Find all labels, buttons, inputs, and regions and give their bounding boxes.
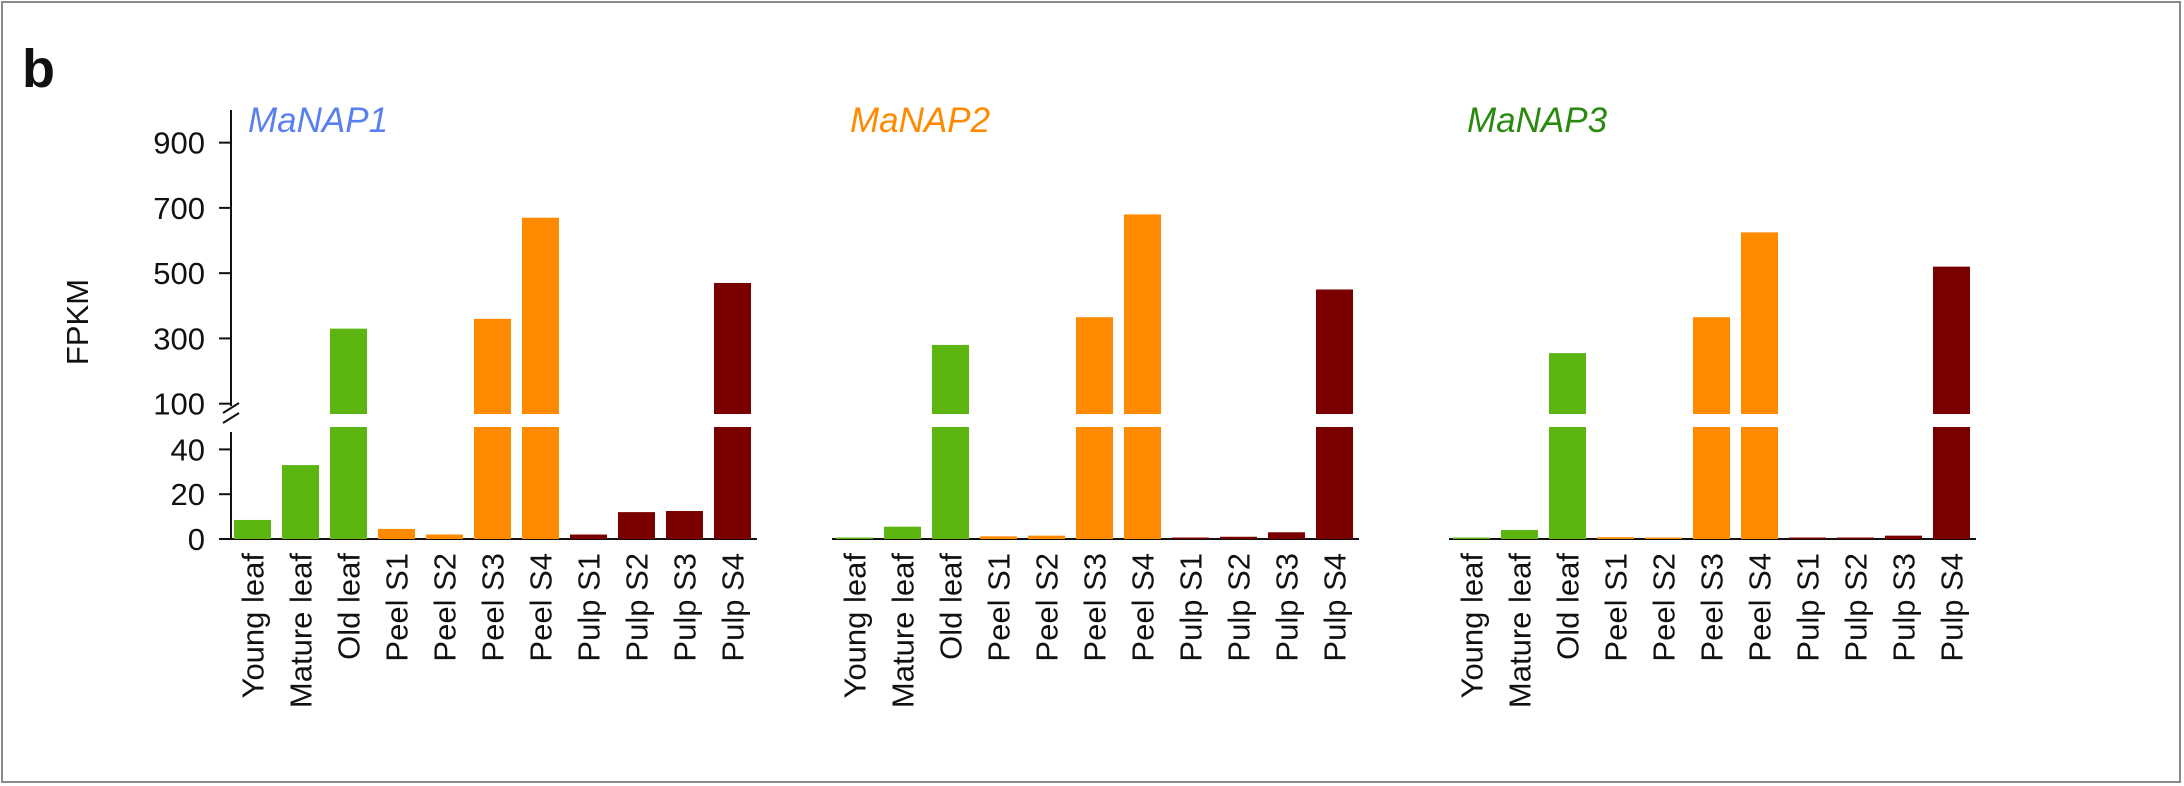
axis-break-mark — [222, 402, 240, 414]
bar — [836, 537, 873, 539]
category-label: Mature leaf — [1503, 553, 1538, 708]
category-label: Pulp S4 — [716, 553, 751, 662]
bar — [1597, 537, 1634, 539]
axis-break-mark — [222, 412, 240, 424]
category-label: Old leaf — [332, 553, 367, 660]
y-tick-label: 300 — [153, 321, 205, 356]
bar — [1933, 266, 1970, 414]
category-label: Old leaf — [1551, 553, 1586, 660]
y-tick-label: 900 — [153, 126, 205, 161]
bar — [1076, 317, 1113, 414]
bar — [1220, 536, 1257, 539]
bar — [714, 282, 751, 414]
bar — [1501, 530, 1538, 539]
bar — [1789, 537, 1826, 539]
bar — [474, 427, 511, 539]
category-label: Pulp S3 — [1270, 553, 1305, 662]
bar — [1316, 427, 1353, 539]
y-tick-label: 0 — [188, 522, 205, 557]
bar — [1741, 427, 1778, 539]
category-label: Pulp S3 — [668, 553, 703, 662]
category-label: Peel S4 — [1126, 553, 1161, 662]
category-label: Peel S1 — [982, 553, 1017, 662]
category-label: Peel S3 — [1078, 553, 1113, 662]
bar — [1741, 232, 1778, 414]
series-title: MaNAP3 — [1467, 101, 1608, 140]
bar — [378, 528, 415, 539]
bar — [1693, 317, 1730, 414]
category-label: Pulp S4 — [1935, 553, 1970, 662]
category-label: Peel S3 — [1695, 553, 1730, 662]
bar — [618, 512, 655, 539]
category-label: Peel S4 — [524, 553, 559, 662]
category-label: Pulp S1 — [1791, 553, 1826, 662]
bar — [714, 427, 751, 539]
bar — [1837, 537, 1874, 539]
bar — [570, 534, 607, 539]
category-label: Young leaf — [838, 553, 873, 699]
bar — [1549, 427, 1586, 539]
y-tick-label: 100 — [153, 387, 205, 422]
y-tick-label: 700 — [153, 191, 205, 226]
category-label: Pulp S4 — [1318, 553, 1353, 662]
bar — [282, 465, 319, 539]
bar — [1933, 427, 1970, 539]
bar — [1076, 427, 1113, 539]
bar — [980, 536, 1017, 539]
bar — [932, 344, 969, 414]
bar — [522, 427, 559, 539]
category-label: Pulp S2 — [1839, 553, 1874, 662]
bar — [932, 427, 969, 539]
category-label: Peel S4 — [1743, 553, 1778, 662]
bar — [1549, 353, 1586, 414]
bar — [330, 328, 367, 414]
category-label: Pulp S2 — [620, 553, 655, 662]
bar — [1316, 289, 1353, 414]
category-label: Peel S2 — [1030, 553, 1065, 662]
bar — [1268, 532, 1305, 539]
series-title: MaNAP2 — [850, 101, 990, 140]
bar — [330, 427, 367, 539]
category-label: Peel S2 — [1647, 553, 1682, 662]
bar — [666, 511, 703, 539]
panel-label: b — [22, 39, 55, 99]
bar — [1693, 427, 1730, 539]
bar — [1124, 427, 1161, 539]
bar — [1028, 535, 1065, 539]
category-label: Young leaf — [236, 553, 271, 699]
category-label: Peel S2 — [428, 553, 463, 662]
bar — [1645, 537, 1682, 539]
bar — [1453, 537, 1490, 539]
bar — [426, 534, 463, 539]
category-label: Peel S3 — [476, 553, 511, 662]
bar — [234, 519, 271, 539]
bar — [1885, 535, 1922, 539]
category-label: Mature leaf — [886, 553, 921, 708]
category-label: Pulp S3 — [1887, 553, 1922, 662]
series-title: MaNAP1 — [248, 101, 388, 140]
bar — [522, 217, 559, 414]
category-label: Peel S1 — [380, 553, 415, 662]
bar — [884, 526, 921, 539]
category-label: Peel S1 — [1599, 553, 1634, 662]
bar — [1172, 537, 1209, 539]
category-label: Young leaf — [1455, 553, 1490, 699]
bar — [474, 318, 511, 414]
bar — [1124, 214, 1161, 414]
category-label: Pulp S2 — [1222, 553, 1257, 662]
y-tick-label: 40 — [171, 432, 205, 467]
category-label: Pulp S1 — [572, 553, 607, 662]
y-tick-label: 20 — [171, 477, 205, 512]
category-label: Old leaf — [934, 553, 969, 660]
y-tick-label: 500 — [153, 256, 205, 291]
y-axis-label: FPKM — [60, 279, 95, 365]
category-label: Pulp S1 — [1174, 553, 1209, 662]
category-label: Mature leaf — [284, 553, 319, 708]
